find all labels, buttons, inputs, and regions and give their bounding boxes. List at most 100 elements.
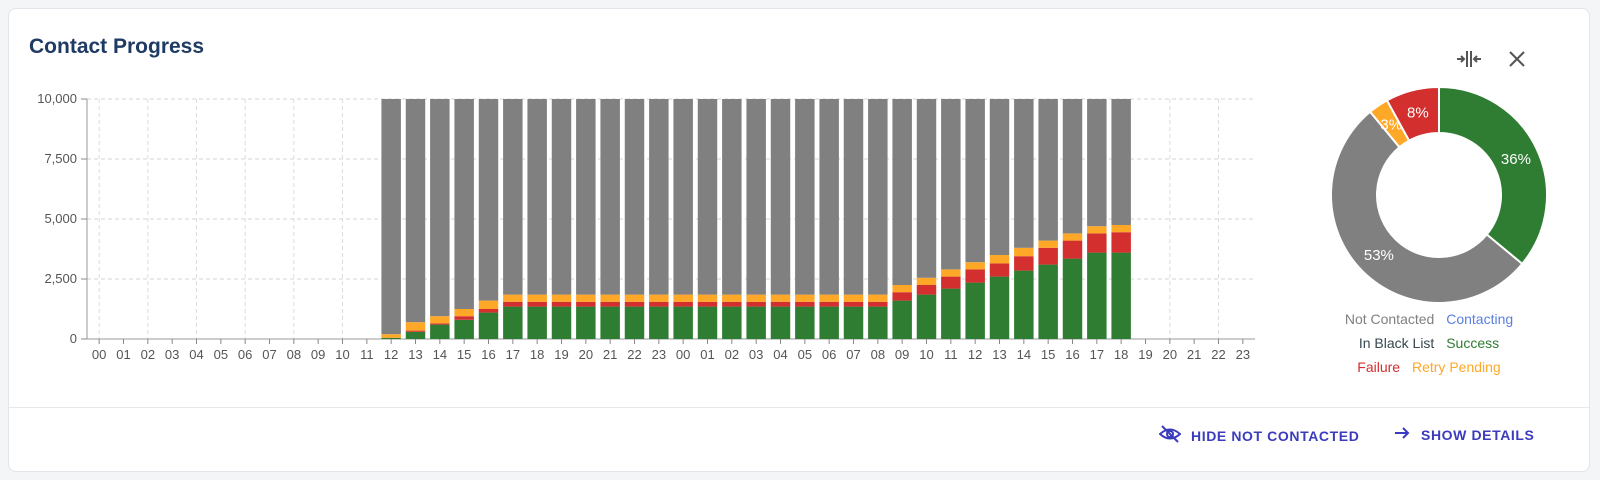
bar-segment-failure [551,301,572,307]
bar-segment-success [576,306,596,339]
bar-segment-failure [965,269,985,283]
hide-not-contacted-button[interactable]: HIDE NOT CONTACTED [1158,425,1359,446]
bar-segment-not-contacted [624,99,645,295]
bar-segment-success [722,306,742,339]
bar-segment-success [819,306,839,339]
bar-segment-failure [527,301,547,307]
bar-segment-not-contacted [405,99,426,323]
x-tick-label: 04 [773,347,787,362]
bar-segment-not-contacted [892,99,912,285]
x-tick-label: 06 [238,347,252,362]
show-details-button[interactable]: SHOW DETAILS [1393,425,1535,444]
x-tick-label: 15 [1041,347,1055,362]
bar-segment-success [1111,252,1131,339]
legend-not-contacted[interactable]: Not Contacted [1344,311,1435,327]
legend-in-black-list[interactable]: In Black List [1358,335,1435,351]
bar-segment-not-contacted [430,99,450,317]
bar-segment-failure [868,301,888,307]
bar-segment-success [381,337,401,339]
x-tick-label: 02 [725,347,739,362]
x-tick-label: 03 [165,347,179,362]
donut-slice-success [1438,85,1548,266]
donut-label-failure: 8% [1407,105,1429,122]
bar-segment-not-contacted [1062,99,1083,234]
x-tick-label: 01 [116,347,130,362]
arrow-right-icon [1393,425,1411,444]
x-tick-label: 16 [481,347,495,362]
bar-segment-not-contacted [989,99,1010,255]
x-tick-label: 01 [700,347,714,362]
bar-segment-not-contacted [600,99,620,295]
y-tick-label: 7,500 [44,151,77,166]
x-tick-label: 12 [968,347,982,362]
bar-segment-success [649,306,669,339]
card-divider [9,407,1589,408]
bar-segment-not-contacted [503,99,523,295]
bar-segment-retry-pending [1111,225,1131,233]
x-tick-label: 10 [919,347,933,362]
bar-segment-success [478,312,499,339]
legend-failure[interactable]: Failure [1357,359,1401,375]
chart-legend: Not Contacted Contacting In Black List S… [1309,307,1549,379]
bar-segment-not-contacted [868,99,888,295]
x-tick-label: 07 [262,347,276,362]
x-tick-label: 08 [871,347,885,362]
x-tick-label: 18 [1114,347,1128,362]
y-tick-label: 5,000 [44,211,77,226]
x-tick-label: 07 [846,347,860,362]
x-tick-label: 23 [652,347,666,362]
bar-segment-failure [624,301,645,307]
donut-label-success: 36% [1501,151,1531,168]
x-tick-label: 20 [579,347,593,362]
x-tick-label: 13 [992,347,1006,362]
bar-segment-retry-pending [697,294,718,302]
bar-segment-not-contacted [795,99,815,295]
bar-segment-retry-pending [770,294,791,302]
bar-segment-failure [697,301,718,307]
bar-segment-not-contacted [1038,99,1058,241]
bar-segment-not-contacted [527,99,547,295]
bar-segment-success [746,306,766,339]
bar-segment-retry-pending [478,300,499,309]
bar-segment-retry-pending [576,294,596,302]
bar-segment-success [1014,270,1034,339]
bar-segment-retry-pending [649,294,669,302]
bar-segment-success [1087,252,1107,339]
y-tick-label: 10,000 [37,91,77,106]
bar-segment-retry-pending [1062,233,1083,241]
bar-segment-retry-pending [600,294,620,302]
bar-segment-retry-pending [965,262,985,270]
close-icon[interactable] [1503,45,1531,73]
bar-segment-failure [746,301,766,307]
bar-segment-not-contacted [576,99,596,295]
x-tick-label: 09 [895,347,909,362]
bar-segment-retry-pending [819,294,839,302]
legend-retry-pending[interactable]: Retry Pending [1411,359,1501,375]
bar-segment-success [795,306,815,339]
bar-segment-failure [503,301,523,307]
stacked-bar-chart: 0 2,500 5,000 7,500 10,000 00 01 02 03 04 05 06 07 08… [37,91,1255,362]
bar-segment-not-contacted [381,99,401,335]
bar-segment-success [868,306,888,339]
bar-segment-success [965,282,985,339]
bar-segment-success [892,300,912,339]
bar-segment-retry-pending [624,294,645,302]
bar-segment-retry-pending [673,294,693,302]
legend-success[interactable]: Success [1446,335,1500,351]
compress-horizontal-icon[interactable] [1455,45,1483,73]
bar-segment-failure [600,301,620,307]
bar-segment-retry-pending [746,294,766,302]
bar-segment-failure [649,301,669,307]
x-tick-label: 11 [944,347,958,362]
x-tick-label: 16 [1065,347,1079,362]
bar-segment-not-contacted [551,99,572,295]
x-tick-label: 21 [603,347,617,362]
bar-segment-failure [576,301,596,307]
x-tick-label: 23 [1236,347,1250,362]
x-tick-label: 00 [92,347,106,362]
bar-segment-success [551,306,572,339]
bar-segment-retry-pending [989,255,1010,264]
bar-segment-not-contacted [722,99,742,295]
legend-contacting[interactable]: Contacting [1446,311,1514,327]
x-tick-label: 20 [1163,347,1177,362]
